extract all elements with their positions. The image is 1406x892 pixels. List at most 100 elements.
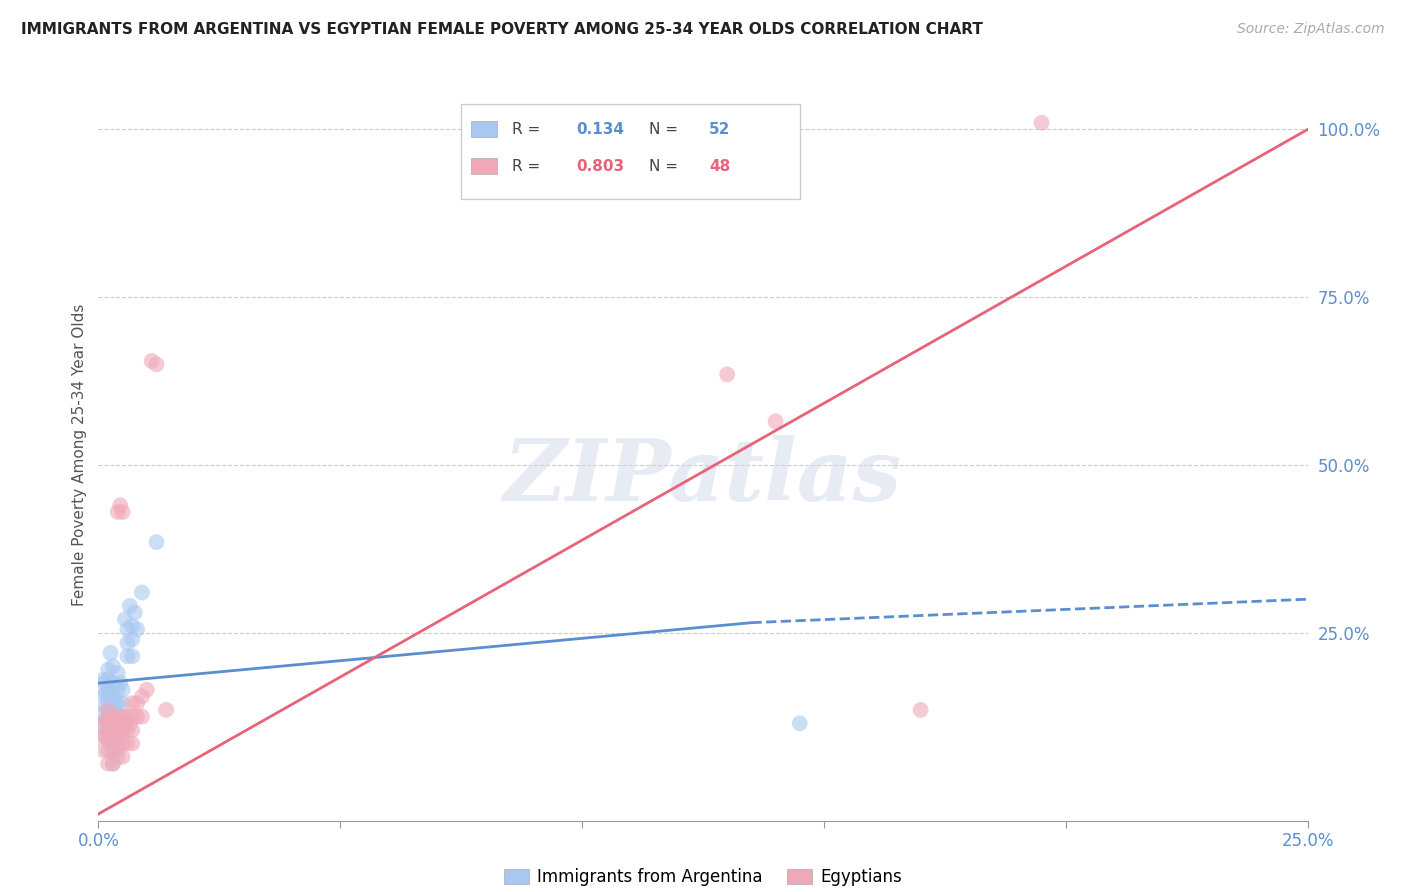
Point (145, 357, 167, 371)
Point (1031, 116, 1053, 130)
Point (127, 696, 149, 710)
Point (111, 682, 134, 697)
Point (121, 632, 143, 647)
Point (107, 696, 129, 710)
Point (121, 723, 143, 737)
Text: IMMIGRANTS FROM ARGENTINA VS EGYPTIAN FEMALE POVERTY AMONG 25-34 YEAR OLDS CORRE: IMMIGRANTS FROM ARGENTINA VS EGYPTIAN FE… (21, 22, 983, 37)
Point (97, 716, 120, 731)
Point (101, 716, 124, 731)
Point (121, 649, 143, 664)
Point (101, 743, 124, 757)
Point (97, 693, 120, 707)
Point (97, 703, 120, 717)
Point (111, 736, 134, 750)
Point (114, 612, 136, 626)
Point (107, 716, 129, 731)
Point (91, 743, 114, 757)
Point (100, 709, 122, 723)
Text: 0.134: 0.134 (576, 122, 624, 137)
Point (121, 696, 143, 710)
Text: 48: 48 (709, 159, 730, 174)
Point (97, 663, 120, 677)
FancyBboxPatch shape (461, 103, 800, 199)
Point (107, 743, 129, 757)
Point (131, 690, 153, 704)
Point (107, 682, 129, 697)
Point (131, 709, 153, 723)
Point (121, 736, 143, 750)
Point (789, 716, 811, 731)
FancyBboxPatch shape (471, 158, 498, 174)
Point (96, 713, 118, 727)
Y-axis label: Female Poverty Among 25-34 Year Olds: Female Poverty Among 25-34 Year Olds (72, 304, 87, 606)
Point (121, 709, 143, 723)
Point (94, 713, 117, 727)
Point (91, 706, 114, 721)
Text: R =: R = (512, 122, 546, 137)
Text: Source: ZipAtlas.com: Source: ZipAtlas.com (1237, 22, 1385, 37)
Point (716, 368, 738, 382)
Point (108, 676, 131, 690)
Point (94, 699, 117, 714)
Point (111, 709, 134, 723)
Point (97, 743, 120, 757)
Point (155, 703, 177, 717)
Point (107, 665, 129, 680)
Point (97, 673, 120, 687)
Point (101, 743, 124, 757)
Point (90, 720, 112, 734)
Point (101, 756, 124, 771)
Point (118, 716, 141, 731)
Point (104, 723, 127, 737)
Legend: Immigrants from Argentina, Egyptians: Immigrants from Argentina, Egyptians (496, 862, 910, 892)
Point (124, 606, 146, 620)
Point (101, 676, 124, 690)
Point (127, 623, 149, 637)
Point (118, 599, 141, 613)
Point (121, 619, 143, 633)
Point (111, 505, 134, 519)
Point (111, 696, 134, 710)
Text: 0.803: 0.803 (576, 159, 624, 174)
Point (111, 723, 134, 737)
Point (108, 498, 131, 512)
Point (100, 646, 122, 660)
Point (107, 750, 129, 764)
Point (90, 716, 112, 731)
Point (117, 723, 139, 737)
Point (97, 756, 120, 771)
Point (100, 686, 122, 700)
FancyBboxPatch shape (471, 121, 498, 137)
Point (104, 696, 127, 710)
Text: 52: 52 (709, 122, 731, 137)
Point (101, 756, 124, 771)
Point (94, 730, 117, 744)
Point (91, 690, 114, 704)
Point (127, 709, 149, 723)
Point (107, 505, 129, 519)
Point (101, 716, 124, 731)
Point (101, 730, 124, 744)
Text: R =: R = (512, 159, 546, 174)
Point (93, 676, 115, 690)
Point (97, 703, 120, 717)
Point (117, 623, 139, 637)
Point (91, 730, 114, 744)
Point (91, 673, 114, 687)
Text: N =: N = (648, 159, 682, 174)
Point (97, 730, 120, 744)
Text: N =: N = (648, 122, 682, 137)
Text: ZIPatlas: ZIPatlas (503, 435, 903, 518)
Point (94, 686, 117, 700)
Point (111, 723, 134, 737)
Point (910, 703, 932, 717)
Point (145, 535, 167, 549)
Point (100, 706, 122, 721)
Point (107, 730, 129, 744)
Point (101, 690, 124, 704)
Point (765, 414, 787, 428)
Point (111, 750, 134, 764)
Point (107, 723, 129, 737)
Point (114, 716, 136, 731)
Point (111, 709, 134, 723)
